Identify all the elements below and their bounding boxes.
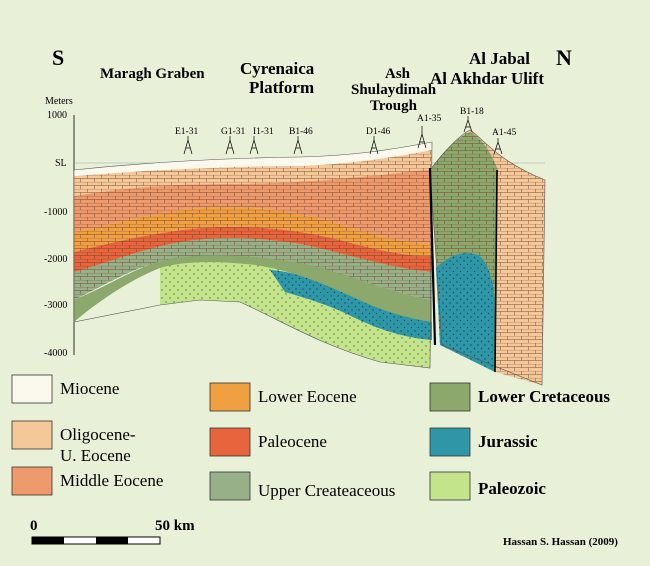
depth-tick-minus-1000: -1000	[44, 207, 67, 218]
scale-bar-end: 50 km	[155, 518, 195, 534]
well-icon-b1-46	[293, 136, 303, 155]
north-label: N	[556, 45, 572, 70]
legend-swatch-jurassic	[429, 427, 471, 457]
depth-tick-minus-4000: -4000	[44, 348, 67, 359]
south-block	[73, 141, 433, 369]
ash-label-1: Ash	[385, 66, 411, 82]
jabal-label-1: Al Jabal	[469, 49, 530, 68]
legend-swatch-lower-eocene	[209, 382, 251, 412]
well-label-b1-46: B1-46	[289, 127, 313, 137]
credit: Hassan S. Hassan (2009)	[503, 536, 618, 548]
legend-label-oligocene-1: Oligocene-	[60, 425, 136, 444]
legend-label-middle-eocene: Middle Eocene	[60, 471, 163, 490]
legend-label-upper-cretaceous: Upper Createaceous	[258, 481, 395, 500]
well-icon-d1-46	[369, 136, 379, 155]
legend-swatch-paleozoic	[429, 471, 471, 501]
well-label-d1-46: D1-46	[366, 127, 391, 137]
depth-tick-minus-2000: -2000	[44, 254, 67, 265]
legend-label-paleozoic: Paleozoic	[478, 479, 546, 498]
cyrenaica-label-1: Cyrenaica	[240, 59, 315, 78]
legend-label-miocene: Miocene	[60, 379, 119, 398]
legend-swatch-oligocene	[11, 420, 53, 450]
north-block	[428, 129, 546, 386]
depth-tick-1000: 1000	[47, 110, 67, 121]
ash-label-2: Shulaydimah	[351, 82, 437, 98]
legend-label-lower-cretaceous: Lower Cretaceous	[478, 387, 610, 406]
well-icon-g1-31	[225, 136, 235, 155]
south-label: S	[52, 45, 64, 70]
well-label-a1-45: A1-45	[492, 128, 517, 138]
legend-label-paleocene: Paleocene	[258, 432, 327, 451]
legend-swatch-middle-eocene	[11, 466, 53, 496]
legend: Miocene Oligocene- U. Eocene Middle Eoce…	[11, 374, 610, 501]
well-icon-i1-31	[249, 136, 259, 155]
well-label-i1-31: I1-31	[253, 127, 274, 137]
well-icon-b1-18	[463, 116, 473, 133]
depth-axis: Meters 1000 SL -1000 -2000 -3000 -4000	[44, 96, 75, 359]
wells: E1-31 G1-31 I1-31 B1-46 D1-46 A1-35 B1-1…	[175, 107, 517, 155]
cyrenaica-label-2: Platform	[249, 78, 314, 97]
well-label-a1-35: A1-35	[417, 114, 442, 124]
ash-label-3: Trough	[370, 98, 418, 114]
depth-tick-sl: SL	[55, 158, 67, 169]
maragh-graben-label: Maragh Graben	[100, 66, 205, 82]
legend-swatch-paleocene	[209, 427, 251, 457]
legend-label-oligocene-2: U. Eocene	[60, 446, 131, 465]
well-label-g1-31: G1-31	[221, 127, 246, 137]
layer-lower-cretaceous-south	[74, 253, 432, 322]
legend-label-lower-eocene: Lower Eocene	[258, 387, 357, 406]
jabal-label-2: Al Akhdar Ulift	[430, 69, 544, 88]
layer-miocene	[74, 142, 432, 176]
well-icon-e1-31	[183, 136, 193, 155]
legend-swatch-lower-cretaceous	[429, 382, 471, 412]
legend-label-jurassic: Jurassic	[478, 432, 538, 451]
well-icon-a1-45	[493, 138, 503, 155]
well-label-e1-31: E1-31	[175, 127, 198, 137]
scale-bar-start: 0	[30, 518, 38, 534]
legend-swatch-miocene	[11, 374, 53, 404]
scale-bar: 0 50 km	[30, 518, 195, 545]
well-label-b1-18: B1-18	[460, 107, 484, 117]
well-icon-a1-35	[417, 126, 427, 149]
legend-swatch-upper-cretaceous	[209, 471, 251, 501]
depth-unit-label: Meters	[45, 96, 73, 107]
depth-tick-minus-3000: -3000	[44, 300, 67, 311]
